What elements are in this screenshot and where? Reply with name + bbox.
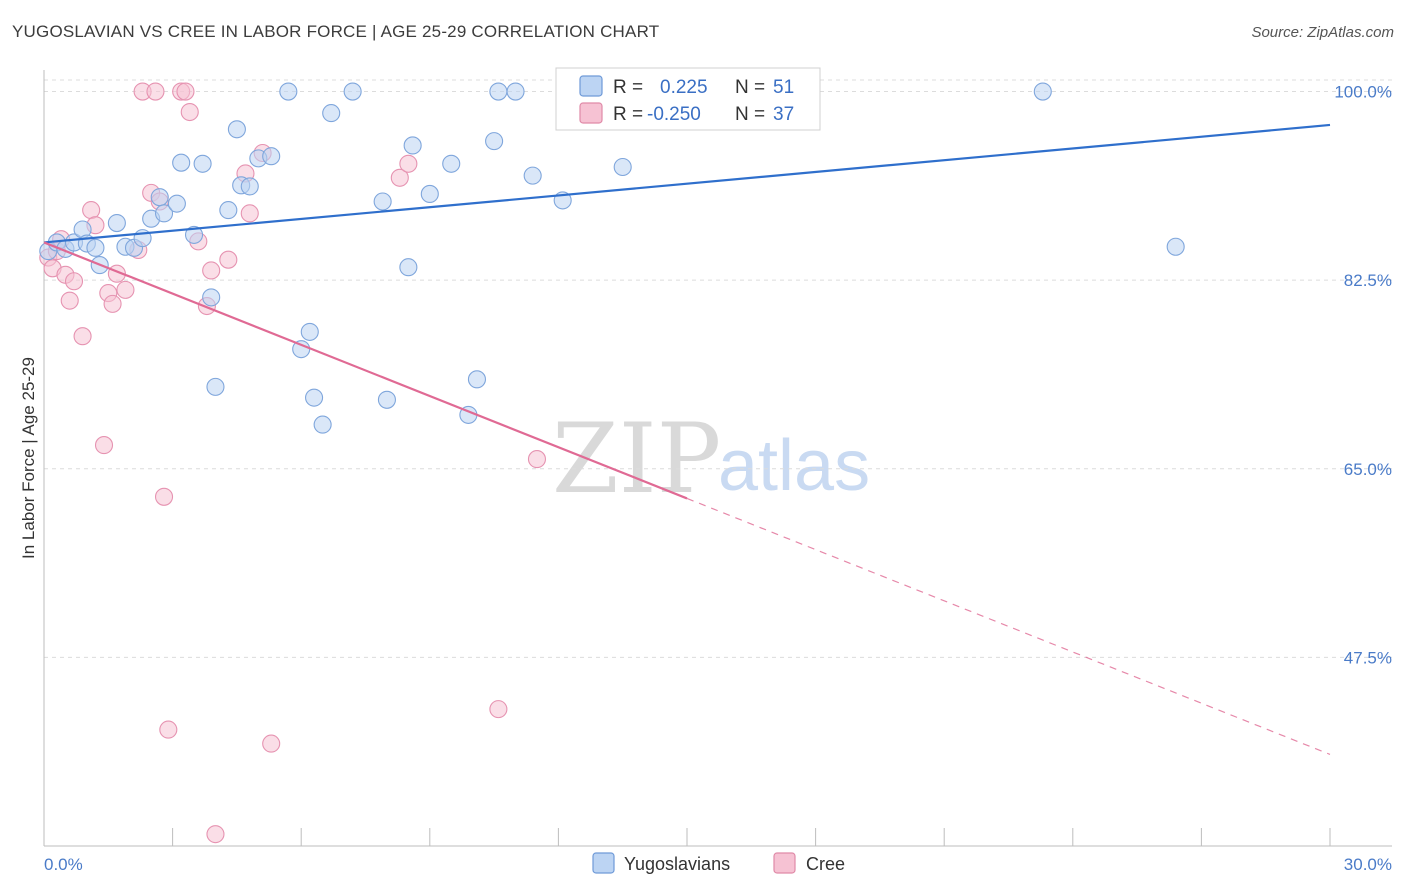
cree-point-7: [73, 327, 92, 346]
bottom-legend-swatch-cree: [773, 852, 796, 874]
cree-trend-extension: [686, 497, 1331, 755]
cree-points: [39, 82, 547, 844]
cree-point-5: [60, 291, 79, 310]
cree-trend-line: [43, 241, 688, 500]
yugoslavian-point-37: [403, 136, 422, 155]
bottom-legend-label-cree: Cree: [806, 854, 845, 874]
cree-point-12: [103, 294, 122, 313]
watermark-atlas: atlas: [718, 426, 870, 506]
yugoslavian-point-21: [219, 201, 238, 220]
cree-point-34: [390, 168, 409, 187]
stats-legend: R = 0.225 N = 51 R = -0.250 N = 37: [555, 67, 821, 131]
yugoslavian-point-41: [467, 370, 487, 389]
legend-r-value-2: -0.250: [647, 104, 701, 125]
yugoslavian-point-33: [343, 82, 362, 101]
cree-point-14: [116, 280, 135, 299]
yugoslavian-point-16: [172, 153, 191, 172]
bottom-legend-label-yugoslavians: Yugoslavians: [624, 854, 730, 874]
y-tick-labels: 47.5% 65.0% 82.5% 100.0%: [1334, 83, 1392, 668]
yugoslavian-point-38: [420, 184, 439, 203]
cree-point-24: [180, 102, 199, 122]
legend-r-label-2: R =: [613, 104, 643, 125]
yugoslavian-point-27: [279, 82, 298, 101]
axes: [43, 70, 1392, 847]
series-legend: Yugoslavians Cree: [592, 852, 845, 874]
cree-point-35: [399, 154, 418, 173]
cree-point-29: [219, 250, 238, 269]
yugoslavian-point-43: [489, 82, 508, 101]
y-tick-label-3: 100.0%: [1334, 83, 1392, 102]
cree-point-36: [489, 700, 508, 719]
cree-point-21: [159, 720, 178, 739]
yugoslavian-point-47: [613, 157, 632, 177]
yugoslavian-point-32: [322, 104, 341, 123]
source-label: Source: ZipAtlas.com: [1251, 24, 1394, 41]
y-tick-label-1: 65.0%: [1344, 460, 1392, 479]
yugoslavian-point-39: [442, 154, 461, 173]
yugoslavian-point-26: [262, 147, 281, 166]
bottom-legend-swatch-yugoslavians: [592, 852, 615, 874]
yugoslavian-point-15: [167, 194, 186, 213]
legend-n-value-2: 37: [773, 104, 794, 125]
yugoslavian-point-24: [240, 177, 259, 196]
trend-lines: [43, 123, 1331, 755]
yugoslavian-point-50: [1166, 237, 1185, 256]
yugoslavian-point-45: [523, 166, 542, 185]
legend-r-value-1: 0.225: [660, 77, 708, 98]
x-tick-label-min: 0.0%: [44, 855, 83, 874]
yugoslavian-point-19: [202, 288, 221, 307]
legend-n-value-1: 51: [773, 77, 794, 98]
chart-title: YUGOSLAVIAN VS CREE IN LABOR FORCE | AGE…: [12, 22, 660, 41]
cree-point-37: [527, 450, 547, 469]
yugoslavian-point-20: [206, 377, 225, 396]
legend-swatch-yugoslavians: [579, 75, 603, 97]
legend-n-label-2: N =: [735, 104, 765, 125]
y-axis-label: In Labor Force | Age 25-29: [19, 357, 38, 559]
yugoslavian-points: [39, 82, 1185, 434]
x-tick-label-max: 30.0%: [1344, 855, 1392, 874]
yugoslavian-point-49: [1033, 82, 1052, 101]
legend-swatch-cree: [579, 102, 603, 124]
y-tick-label-0: 47.5%: [1344, 648, 1392, 667]
yugoslavian-point-17: [184, 225, 204, 244]
yugoslavian-point-42: [485, 132, 504, 151]
cree-point-20: [154, 487, 174, 506]
cree-point-27: [202, 261, 221, 280]
yugoslavian-point-14: [154, 204, 174, 223]
watermark-zip: ZIP: [552, 403, 721, 515]
cree-point-23: [176, 82, 195, 101]
cree-point-33: [262, 734, 281, 753]
cree-point-28: [206, 825, 225, 844]
yugoslavian-point-35: [377, 390, 396, 409]
yugoslavian-point-31: [313, 415, 332, 434]
yugoslavian-point-22: [227, 120, 246, 139]
yugoslavian-trend-line: [43, 123, 1331, 244]
yugoslavian-point-13: [150, 188, 169, 207]
yugoslavian-point-44: [506, 82, 525, 101]
yugoslavian-point-18: [193, 154, 212, 173]
yugoslavian-point-30: [305, 388, 324, 407]
cree-point-18: [146, 82, 165, 101]
yugoslavian-point-36: [399, 258, 418, 277]
y-tick-label-2: 82.5%: [1344, 271, 1392, 290]
legend-r-label-1: R =: [613, 77, 643, 98]
yugoslavian-point-6: [86, 238, 105, 257]
yugoslavian-point-8: [107, 213, 126, 233]
yugoslavian-point-34: [373, 192, 392, 211]
legend-n-label-1: N =: [735, 77, 765, 98]
cree-point-31: [240, 204, 259, 223]
cree-point-10: [94, 436, 114, 455]
yugoslavian-point-29: [300, 322, 319, 341]
cree-point-6: [64, 272, 84, 291]
cree-point-8: [82, 201, 101, 220]
